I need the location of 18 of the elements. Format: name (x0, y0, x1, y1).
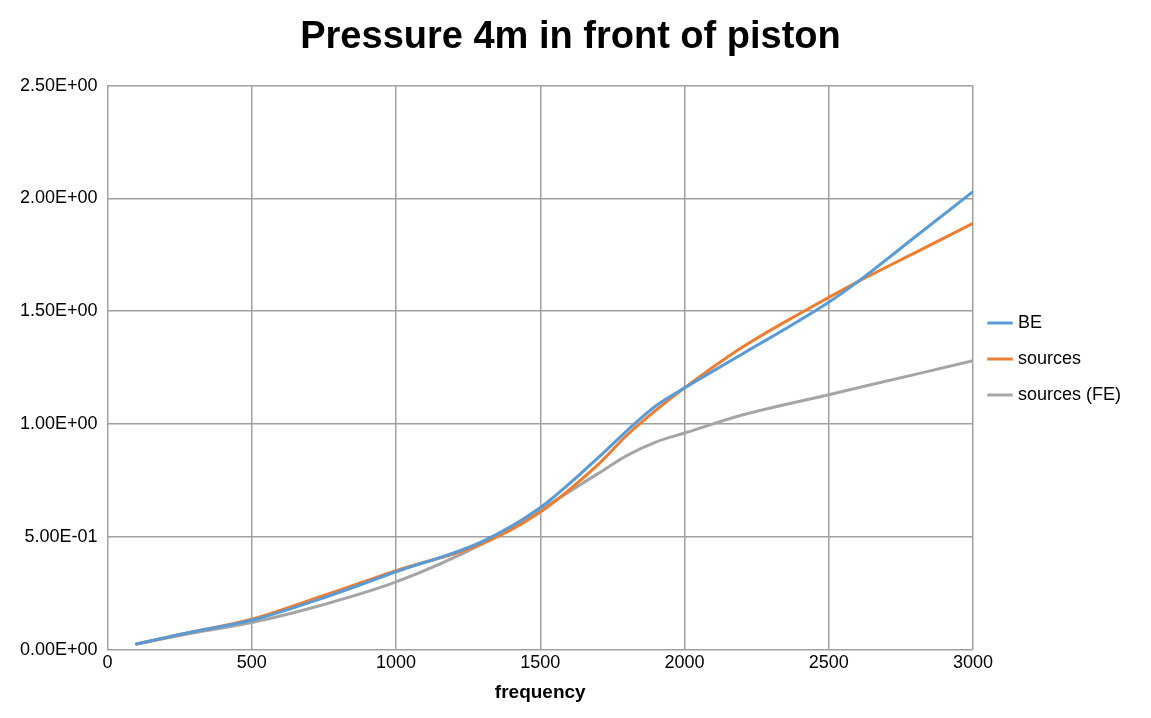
y-tick-label: 1.50E+00 (19, 300, 98, 321)
x-tick-label: 1000 (376, 652, 417, 673)
y-tick-label: 0.00E+00 (19, 638, 98, 659)
legend-label: sources (FE) (1017, 383, 1122, 404)
x-tick-label: 2000 (664, 652, 705, 673)
chart-title: Pressure 4m in front of piston (300, 14, 841, 57)
y-tick-label: 2.50E+00 (19, 74, 98, 95)
legend-label: sources (1017, 347, 1082, 368)
x-tick-label: 3000 (952, 652, 994, 673)
y-tick-label: 1.00E+00 (19, 412, 98, 433)
x-tick-label: 500 (236, 652, 267, 673)
x-tick-label: 2500 (808, 652, 849, 673)
x-axis-title: frequency (494, 680, 587, 702)
x-tick-label: 0 (102, 652, 113, 673)
y-tick-label: 5.00E-01 (24, 525, 98, 546)
x-tick-label: 1500 (520, 652, 561, 673)
legend-label: BE (1017, 311, 1042, 332)
y-tick-label: 2.00E+00 (19, 187, 98, 208)
